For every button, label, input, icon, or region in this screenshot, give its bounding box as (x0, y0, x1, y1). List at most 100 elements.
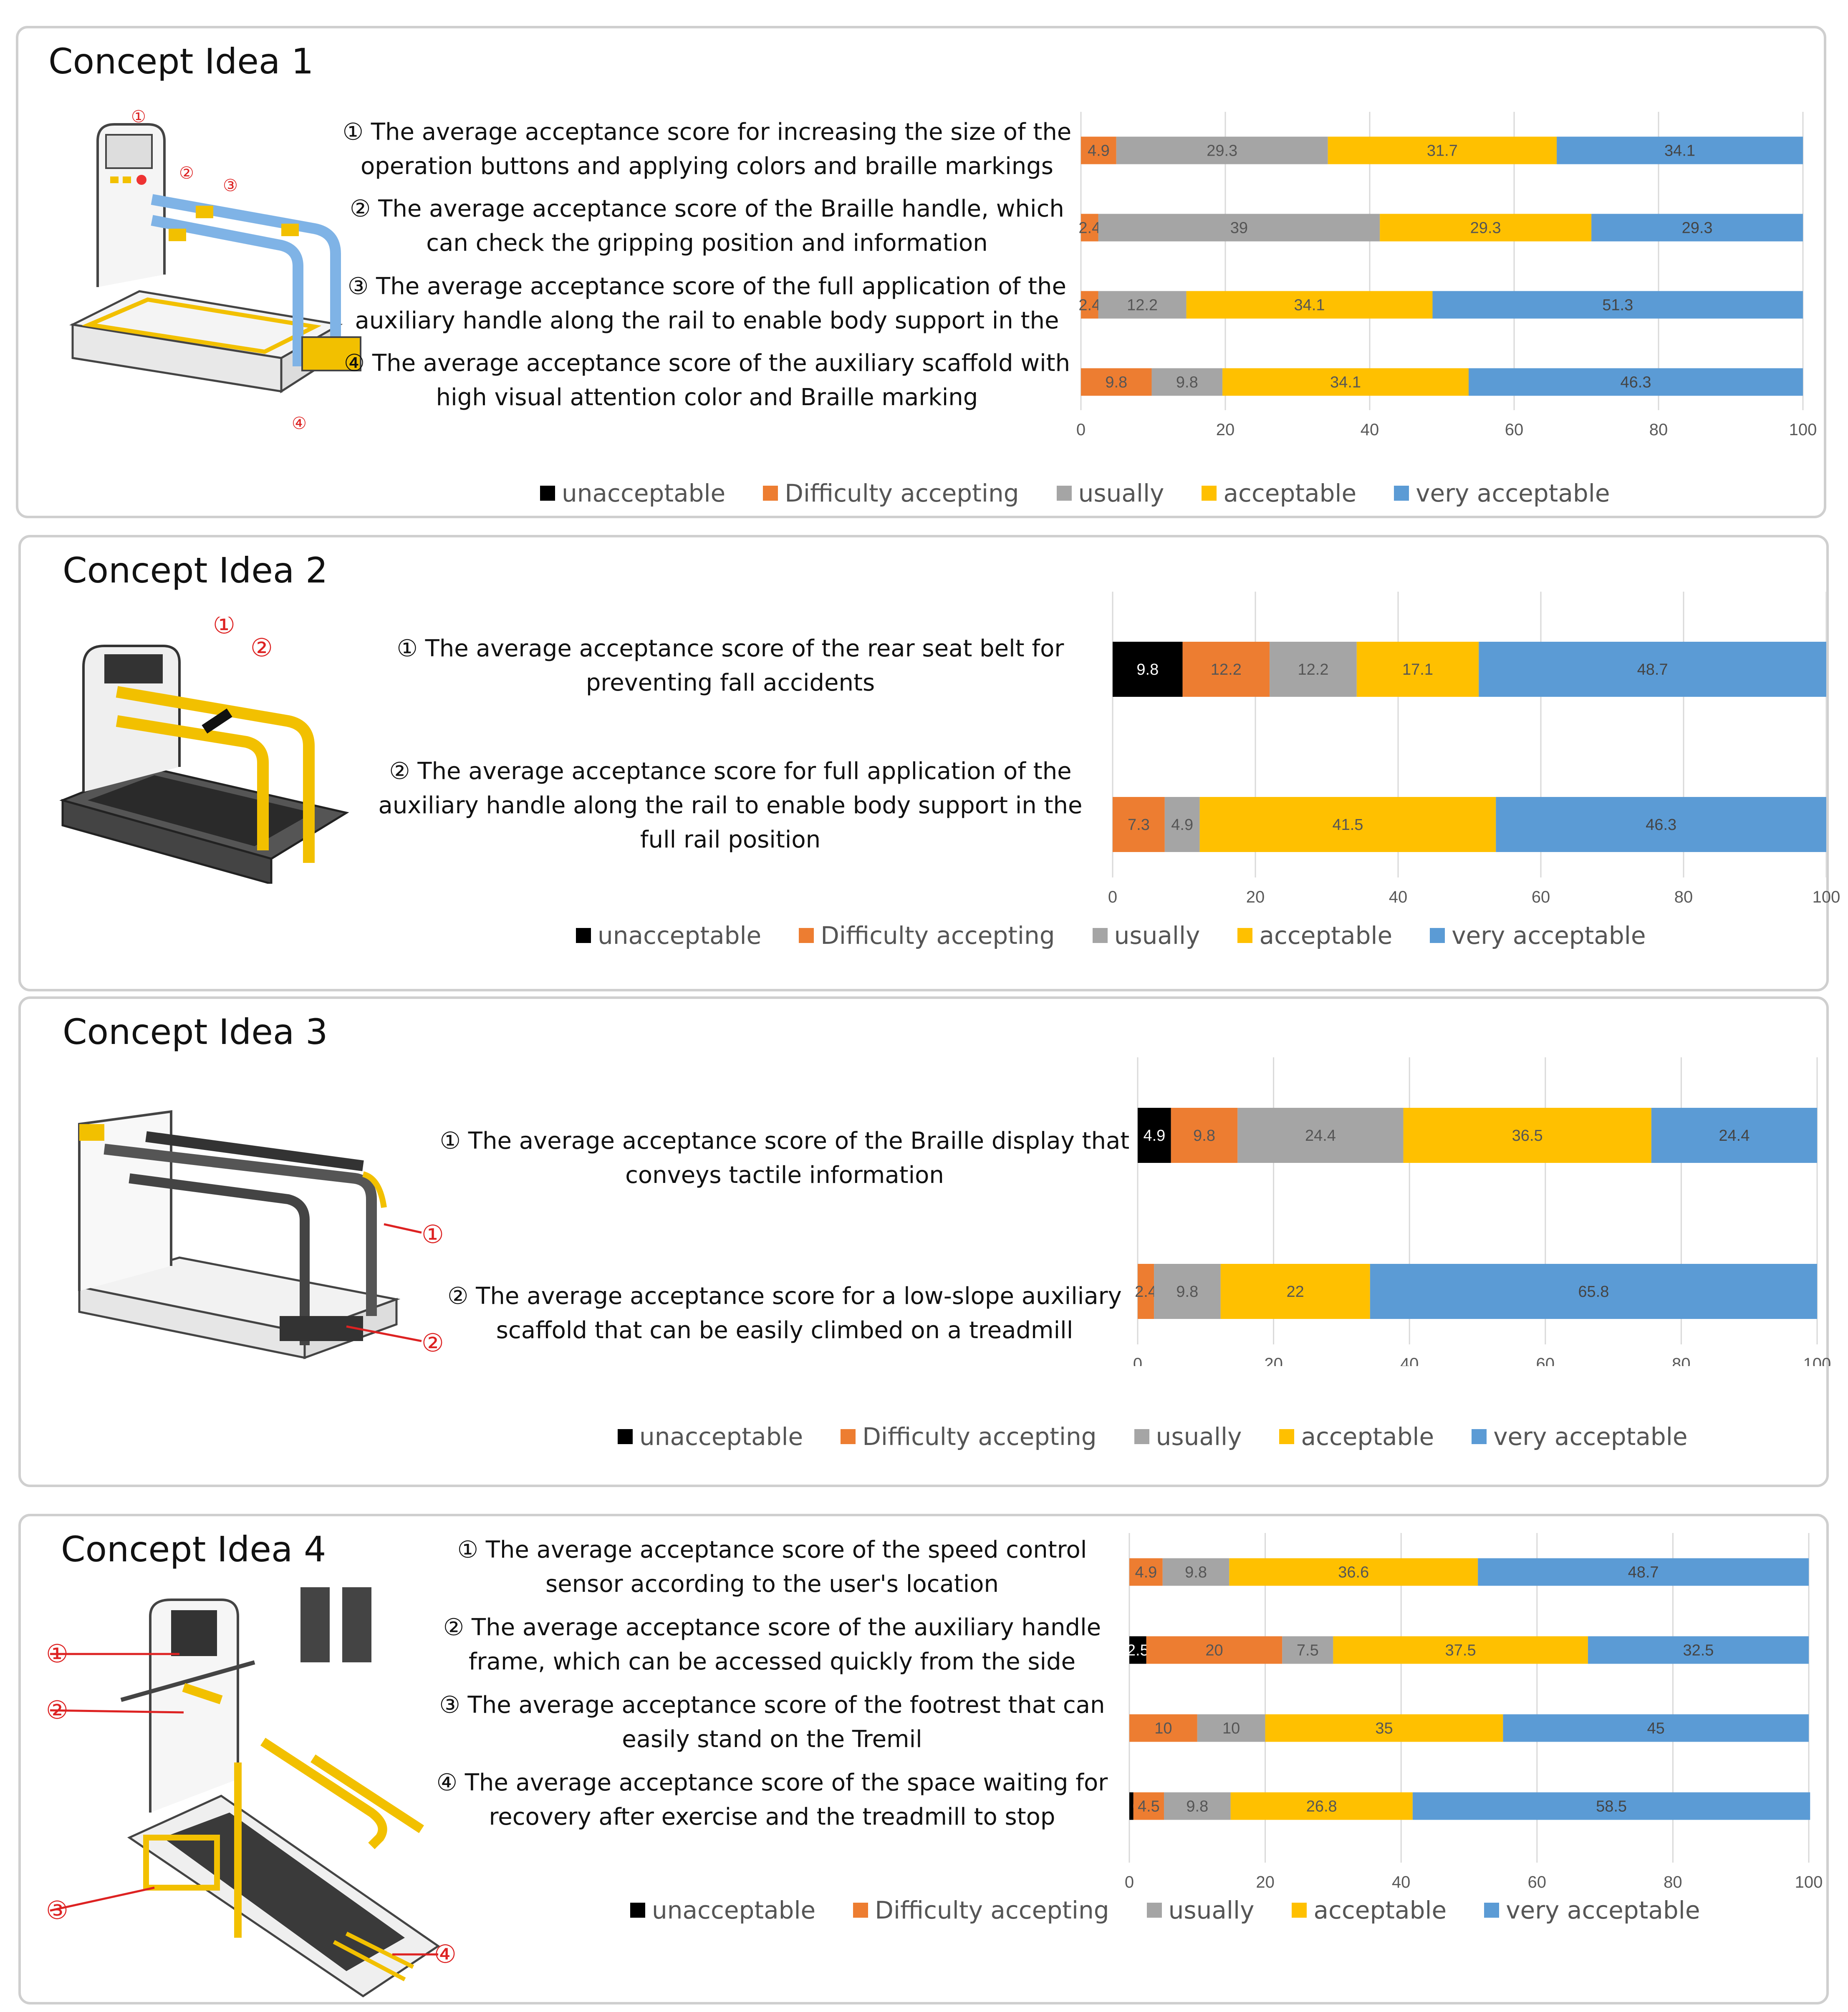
tick-label: 0 (1125, 1873, 1134, 1891)
tick-label: 20 (1264, 1355, 1283, 1366)
bar-segment (1496, 797, 1826, 852)
bar-segment (1282, 1636, 1333, 1664)
legend-item: usually (1146, 1896, 1255, 1924)
legend-swatch (841, 1429, 856, 1444)
legend-swatch (1279, 1429, 1295, 1444)
bar-segment (1270, 642, 1357, 697)
data-label: 24.4 (1719, 1127, 1750, 1145)
bar-segment (1113, 642, 1183, 697)
bar-segment (1199, 797, 1496, 852)
legend-item: Difficulty accepting (763, 479, 1019, 507)
legend-item: unacceptable (540, 479, 725, 507)
tick-label: 100 (1789, 421, 1817, 439)
bar-segment (1588, 1636, 1809, 1664)
data-label: 36.5 (1512, 1127, 1543, 1145)
legend-label: Difficulty accepting (785, 479, 1019, 507)
question-label: ③ The average acceptance score of the fu… (348, 273, 1066, 334)
tick-label: 40 (1361, 421, 1379, 439)
legend-label: unacceptable (562, 479, 726, 507)
legend-item: usually (1056, 479, 1164, 507)
legend-label: very acceptable (1452, 921, 1646, 950)
bar-segment (1222, 368, 1469, 396)
question-label: ② The average acceptance score for full … (378, 758, 1083, 853)
tick-label: 100 (1813, 888, 1840, 905)
bar-segment (1129, 1636, 1146, 1664)
bar-segment (1503, 1714, 1809, 1742)
bar-segment (1081, 291, 1098, 319)
legend-label: Difficulty accepting (820, 921, 1055, 950)
legend-item: usually (1134, 1422, 1242, 1451)
tick-label: 80 (1664, 1873, 1682, 1891)
bar-segment (1098, 291, 1187, 319)
chart-legend: unacceptable Difficulty accepting usually a… (576, 921, 1646, 950)
question-label: ① The average acceptance score of the Br… (439, 1127, 1130, 1189)
concept-panel-2: Concept Idea 2 ① ② ① The average accepta… (18, 535, 1840, 991)
legend-label: very acceptable (1416, 479, 1610, 507)
data-label: 34.1 (1664, 142, 1695, 160)
legend-label: unacceptable (652, 1896, 816, 1924)
tick-label: 60 (1536, 1355, 1555, 1366)
treadmill-sketch-1: ① ② ③ ④ (69, 107, 361, 433)
data-label: 4.9 (1135, 1564, 1157, 1581)
bar-segment (1171, 1108, 1238, 1163)
data-label: 29.3 (1682, 219, 1713, 237)
bar-segment (1116, 136, 1328, 164)
bar-segment (1186, 291, 1433, 319)
tick-label: 20 (1216, 421, 1235, 439)
bar-segment (1265, 1714, 1503, 1742)
data-label: 2.4 (1135, 1283, 1157, 1301)
bar-segment (1129, 1558, 1163, 1586)
legend-swatch (1146, 1903, 1162, 1918)
stacked-bar-chart-1: 04.929.331.734.102.43929.329.302.412.234… (1076, 112, 1817, 439)
question-label: ① The average acceptance score of the re… (396, 635, 1064, 696)
legend-swatch (853, 1903, 868, 1918)
tick-label: 40 (1389, 888, 1408, 905)
bar-segment (1151, 368, 1223, 396)
legend-item: acceptable (1279, 1422, 1434, 1451)
legend-label: unacceptable (639, 1422, 803, 1451)
treadmill-sketch-4: ① ② ③ ④ (46, 1587, 457, 1998)
data-label: 58.5 (1596, 1798, 1627, 1815)
data-label: 32.5 (1683, 1642, 1714, 1659)
data-label: 41.5 (1332, 816, 1363, 834)
chart-legend: unacceptable Difficulty accepting usually a… (540, 479, 1610, 507)
data-label: 9.8 (1136, 661, 1159, 678)
bar-segment (1479, 642, 1826, 697)
question-label: ④ The average acceptance score of the au… (343, 350, 1070, 411)
legend-swatch (1134, 1429, 1149, 1444)
legend-swatch (1430, 928, 1445, 943)
svg-text:④: ④ (292, 414, 307, 433)
bar-segment (1098, 214, 1380, 242)
data-label: 9.8 (1176, 374, 1198, 391)
bar-segment (1162, 1558, 1229, 1586)
question-label: ② The average acceptance score of the au… (443, 1614, 1101, 1675)
data-label: 2.4 (1078, 297, 1101, 314)
svg-text:②: ② (422, 1329, 444, 1358)
question-label: ④ The average acceptance score of the sp… (436, 1769, 1108, 1830)
legend-label: acceptable (1313, 1896, 1447, 1924)
question-label: ② The average acceptance score of the Br… (350, 195, 1064, 257)
question-label: ② The average acceptance score for a low… (447, 1283, 1122, 1344)
question-label: ① The average acceptance score for incre… (342, 119, 1072, 180)
data-label: 4.9 (1171, 816, 1193, 834)
legend-swatch (1056, 486, 1072, 501)
tick-label: 0 (1108, 888, 1117, 905)
legend-label: usually (1168, 1896, 1255, 1924)
stacked-bar-chart-4: 04.99.836.648.72.5207.537.532.5010103545… (1125, 1533, 1823, 1891)
bar-segment (1229, 1558, 1478, 1586)
data-label: 48.7 (1628, 1564, 1659, 1581)
data-label: 9.8 (1105, 374, 1127, 391)
bar-segment (1146, 1636, 1282, 1664)
legend-item: unacceptable (630, 1896, 815, 1924)
tick-label: 60 (1505, 421, 1524, 439)
bar-segment (1237, 1108, 1404, 1163)
panel-title: Concept Idea 2 (63, 550, 328, 591)
legend-swatch (1292, 1903, 1307, 1918)
data-label: 36.6 (1338, 1564, 1369, 1581)
concept-panel-1: Concept Idea 1 ① ② ③ ④ ① The average acc… (16, 26, 1826, 518)
data-label: 48.7 (1637, 661, 1668, 678)
data-label: 10 (1222, 1720, 1240, 1737)
bar-segment (1356, 642, 1479, 697)
data-label: 12.2 (1298, 661, 1329, 678)
bar-segment (1164, 1792, 1231, 1820)
